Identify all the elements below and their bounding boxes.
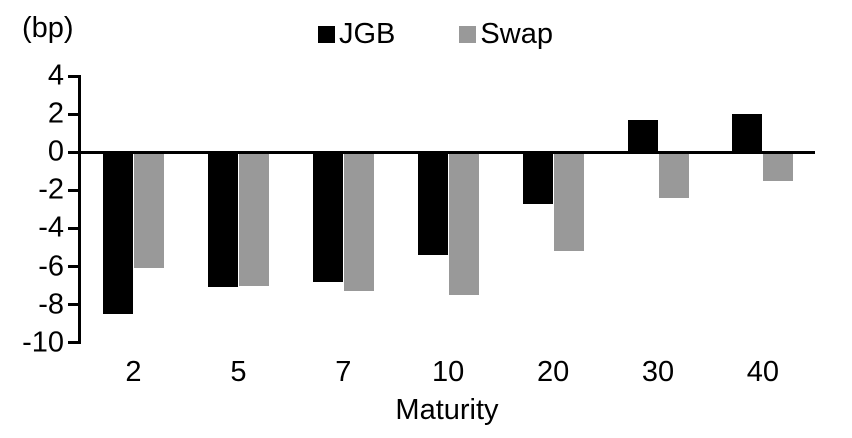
- bar-jgb-7: [312, 152, 343, 282]
- bar-swap-2: [134, 152, 164, 269]
- legend: JGB Swap: [318, 18, 553, 51]
- y-tick-label--8: -8: [38, 288, 64, 321]
- y-tick--2: [68, 188, 79, 192]
- bar-swap-5: [238, 152, 269, 286]
- legend-swatch-jgb: [318, 26, 335, 43]
- y-tick--8: [68, 303, 79, 307]
- bar-jgb-5: [207, 152, 238, 288]
- y-tick-label--2: -2: [38, 173, 64, 206]
- y-tick-4: [68, 74, 79, 78]
- zero-axis-line: [78, 150, 815, 154]
- y-axis-unit-label: (bp): [22, 12, 74, 44]
- y-tick--6: [68, 265, 79, 268]
- legend-item-jgb: JGB: [318, 18, 395, 51]
- y-tick-2: [68, 112, 79, 116]
- x-tick-label-30: 30: [641, 356, 675, 388]
- bar-jgb-10: [417, 152, 448, 256]
- y-tick-label--4: -4: [38, 211, 64, 244]
- bar-jgb-20: [522, 152, 553, 204]
- legend-item-swap: Swap: [459, 18, 553, 51]
- x-tick-label-20: 20: [536, 356, 570, 388]
- bar-jgb-2: [103, 152, 133, 315]
- bar-swap-40: [763, 152, 794, 181]
- x-tick-label-10: 10: [432, 356, 465, 388]
- y-tick-label-2: 2: [47, 97, 64, 130]
- bar-jgb-40: [732, 114, 763, 153]
- legend-swatch-swap: [459, 26, 477, 43]
- legend-label-swap: Swap: [480, 18, 553, 50]
- x-axis-title: Maturity: [395, 394, 499, 426]
- bar-jgb-30: [627, 119, 658, 153]
- y-axis-line: [78, 74, 81, 345]
- bar-swap-20: [553, 152, 584, 252]
- x-tick-label-7: 7: [335, 356, 352, 388]
- bar-swap-10: [448, 152, 479, 296]
- x-tick-label-5: 5: [230, 356, 247, 388]
- y-tick-0: [68, 150, 79, 154]
- x-tick-label-40: 40: [746, 356, 780, 388]
- y-tick-label-4: 4: [47, 59, 64, 92]
- bar-swap-30: [658, 152, 689, 198]
- y-tick-label--6: -6: [38, 250, 64, 282]
- bar-swap-7: [343, 152, 374, 292]
- y-tick--10: [68, 341, 79, 345]
- x-tick-label-2: 2: [125, 356, 142, 388]
- legend-label-jgb: JGB: [339, 18, 396, 50]
- y-tick-label--10: -10: [22, 326, 64, 359]
- y-tick-label-0: 0: [47, 135, 64, 168]
- y-tick--4: [68, 226, 79, 230]
